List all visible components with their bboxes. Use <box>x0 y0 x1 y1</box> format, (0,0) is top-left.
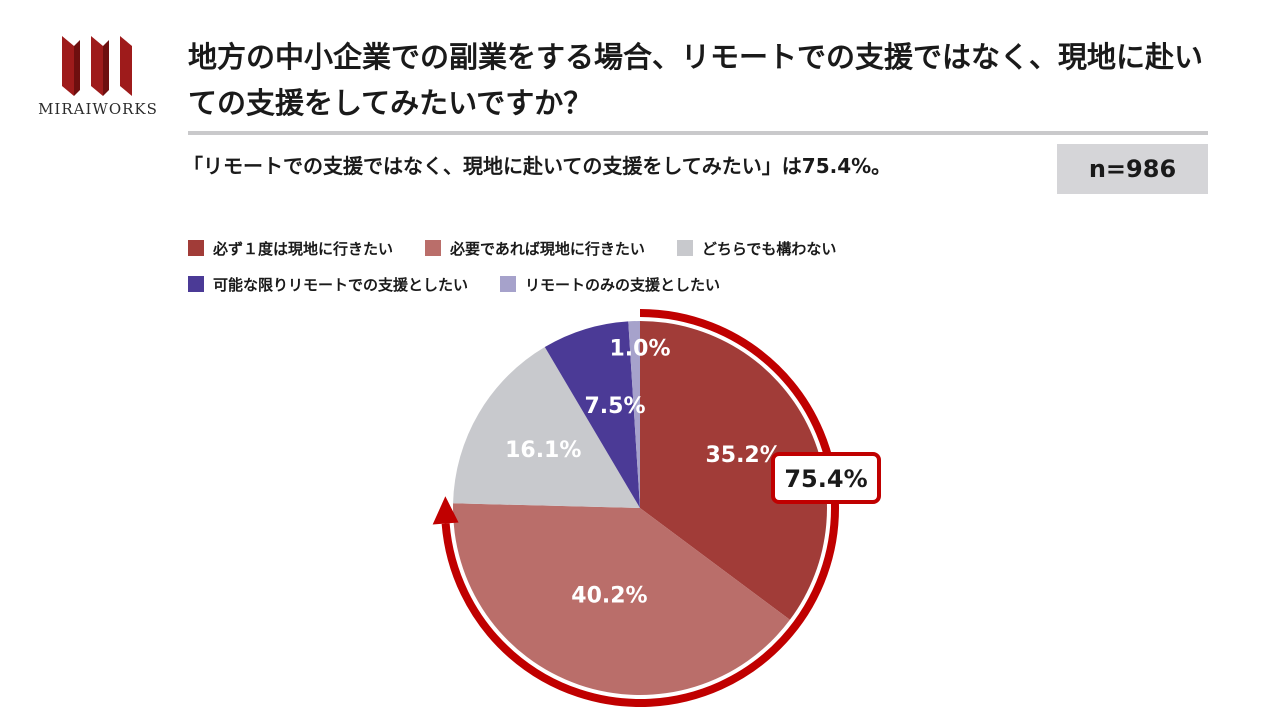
slice-percent-label: 16.1% <box>505 438 581 463</box>
legend-label: 必ず１度は現地に行きたい <box>213 239 394 258</box>
page-subtitle: 「リモートでの支援ではなく、現地に赴いての支援をしてみたい」は75.4%。 <box>183 154 892 178</box>
slice-percent-label: 35.2% <box>705 443 781 468</box>
pie-slice <box>544 321 640 508</box>
legend-swatch <box>188 240 204 256</box>
legend-item: リモートのみの支援としたい <box>500 274 720 295</box>
legend-swatch <box>425 240 442 256</box>
legend-label: 必要であれば現地に行きたい <box>450 239 645 258</box>
pie-slice <box>640 321 827 620</box>
page-title: 地方の中小企業での副業をする場合、リモートでの支援ではなく、現地に赴いての支援を… <box>188 40 1204 120</box>
sample-size-badge: n=986 <box>1057 144 1208 194</box>
legend-row: 可能な限りリモートでの支援としたい リモートのみの支援としたい <box>188 266 948 302</box>
chart-legend: 必ず１度は現地に行きたい 必要であれば現地に行きたい どちらでも構わない 可能な… <box>188 230 948 302</box>
brand-logo: MIRAIWORKS <box>30 34 166 120</box>
title-divider <box>188 131 1208 135</box>
callout-arrowhead <box>432 496 459 525</box>
legend-item: 必要であれば現地に行きたい <box>425 238 645 259</box>
pie-slice <box>453 347 640 508</box>
legend-row: 必ず１度は現地に行きたい 必要であれば現地に行きたい どちらでも構わない <box>188 230 948 266</box>
legend-label: リモートのみの支援としたい <box>525 275 721 294</box>
callout-box <box>771 452 881 504</box>
miraiworks-logo-icon <box>62 36 132 96</box>
pie-slice <box>453 503 790 695</box>
legend-label: 可能な限りリモートでの支援としたい <box>213 275 469 294</box>
pie-slice <box>628 321 640 508</box>
slice-percent-label: 1.0% <box>609 337 670 362</box>
legend-label: どちらでも構わない <box>701 239 837 258</box>
legend-item: 可能な限りリモートでの支援としたい <box>188 274 468 295</box>
legend-item: 必ず１度は現地に行きたい <box>188 238 393 259</box>
slice-percent-label: 7.5% <box>585 394 646 419</box>
legend-swatch <box>676 240 693 256</box>
legend-item: どちらでも構わない <box>676 238 837 259</box>
legend-swatch <box>500 276 517 292</box>
slice-percent-label: 40.2% <box>571 583 647 608</box>
legend-swatch <box>188 276 204 292</box>
logo-wordmark: MIRAIWORKS <box>38 100 158 118</box>
callout-arc <box>441 309 839 707</box>
callout-label: 75.4% <box>784 465 867 493</box>
